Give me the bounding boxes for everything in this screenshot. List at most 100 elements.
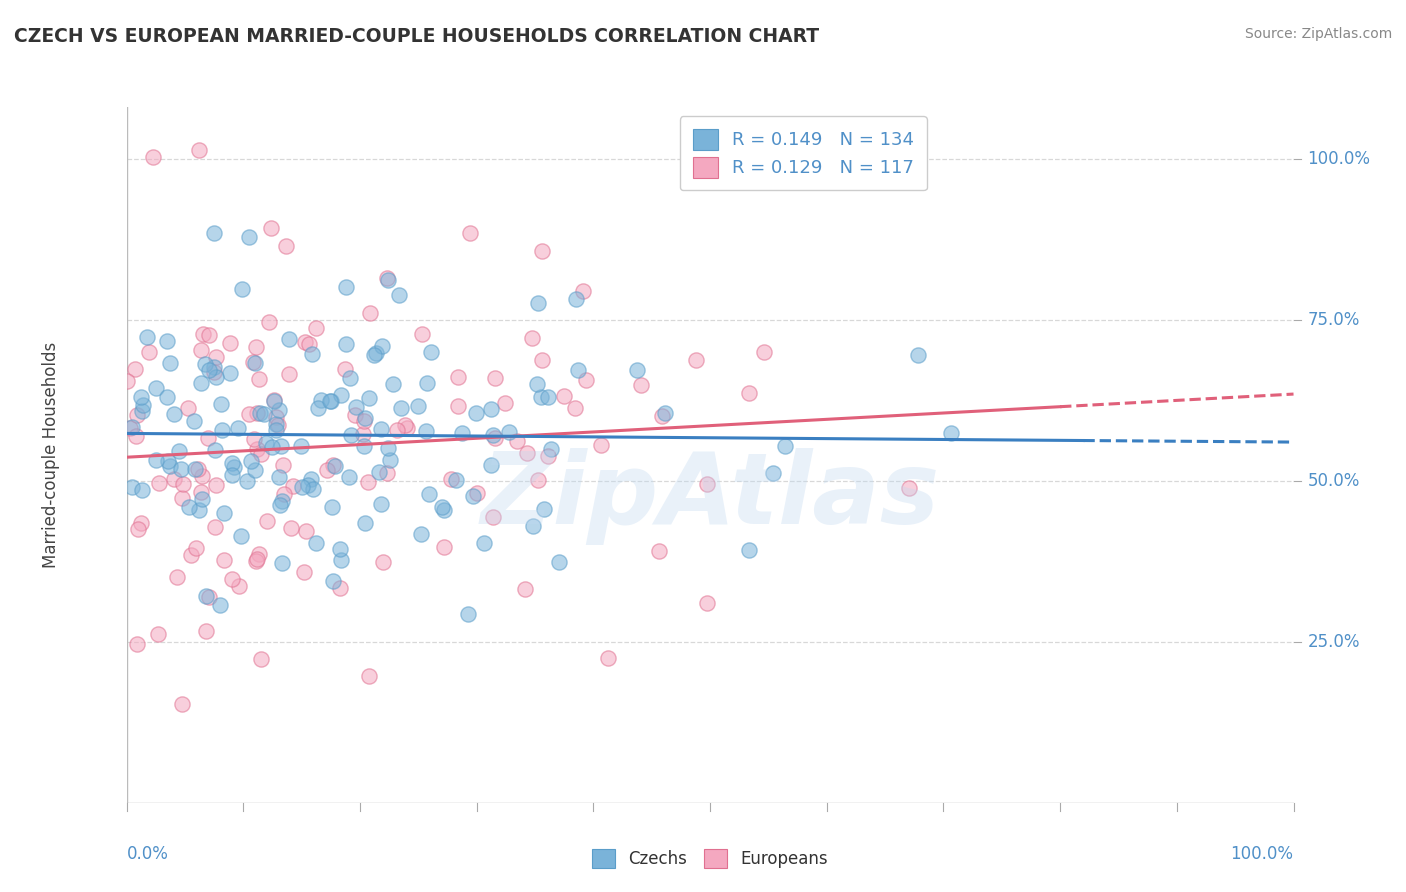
Point: [159, 458, 181, 473]
Point: [406, 399, 429, 413]
Point: [385, 423, 408, 437]
Point: [457, 607, 479, 621]
Text: ZipAtlas: ZipAtlas: [481, 448, 939, 545]
Point: [266, 418, 288, 433]
Point: [194, 589, 217, 603]
Point: [132, 398, 155, 412]
Point: [352, 427, 374, 442]
Point: [262, 441, 284, 455]
Point: [127, 522, 149, 536]
Point: [305, 320, 328, 334]
Point: [301, 347, 323, 361]
Point: [339, 371, 361, 385]
Point: [145, 453, 167, 467]
Point: [630, 378, 652, 392]
Point: [120, 421, 142, 435]
Point: [121, 420, 143, 434]
Point: [344, 401, 367, 415]
Point: [415, 376, 437, 391]
Point: [124, 362, 146, 376]
Point: [292, 566, 315, 580]
Point: [648, 544, 671, 558]
Point: [335, 280, 357, 294]
Point: [527, 473, 550, 487]
Point: [260, 221, 283, 235]
Point: [246, 406, 269, 420]
Point: [142, 150, 165, 164]
Point: [530, 353, 553, 368]
Point: [157, 454, 180, 468]
Point: [198, 363, 221, 377]
Point: [484, 432, 506, 446]
Point: [322, 574, 344, 588]
Legend: Czechs, Europeans: Czechs, Europeans: [585, 842, 835, 874]
Point: [278, 367, 301, 381]
Point: [464, 406, 486, 420]
Point: [231, 282, 253, 296]
Point: [548, 555, 571, 569]
Text: Source: ZipAtlas.com: Source: ZipAtlas.com: [1244, 27, 1392, 41]
Point: [170, 698, 193, 712]
Point: [191, 468, 214, 483]
Point: [145, 381, 167, 395]
Point: [553, 388, 575, 402]
Point: [522, 519, 544, 533]
Point: [433, 503, 456, 517]
Point: [238, 230, 260, 244]
Point: [256, 515, 278, 529]
Point: [249, 406, 271, 420]
Point: [301, 482, 323, 496]
Point: [479, 402, 502, 417]
Point: [359, 306, 381, 320]
Point: [898, 481, 921, 495]
Point: [298, 337, 321, 351]
Point: [377, 441, 399, 455]
Point: [146, 627, 169, 641]
Point: [394, 418, 416, 433]
Point: [247, 371, 270, 385]
Point: [159, 356, 181, 370]
Point: [316, 463, 339, 477]
Point: [344, 409, 367, 423]
Point: [482, 509, 505, 524]
Point: [257, 315, 280, 329]
Point: [651, 409, 673, 424]
Point: [204, 369, 226, 384]
Point: [243, 432, 266, 446]
Point: [156, 334, 179, 349]
Point: [202, 226, 225, 240]
Text: 0.0%: 0.0%: [127, 845, 169, 863]
Point: [516, 446, 538, 460]
Point: [463, 489, 485, 503]
Point: [420, 345, 443, 359]
Point: [465, 485, 488, 500]
Point: [245, 340, 267, 354]
Point: [191, 491, 214, 506]
Point: [537, 390, 560, 404]
Point: [329, 541, 352, 556]
Point: [482, 428, 505, 442]
Point: [184, 541, 207, 555]
Point: [224, 459, 246, 474]
Point: [274, 239, 297, 253]
Text: 100.0%: 100.0%: [1308, 150, 1371, 168]
Point: [246, 551, 269, 566]
Point: [395, 421, 418, 435]
Point: [190, 376, 212, 390]
Point: [571, 284, 593, 298]
Point: [190, 485, 212, 500]
Point: [370, 422, 392, 436]
Point: [388, 288, 411, 302]
Point: [245, 554, 267, 568]
Point: [263, 394, 285, 409]
Point: [368, 465, 391, 479]
Point: [221, 467, 243, 482]
Point: [242, 355, 264, 369]
Point: [565, 292, 588, 306]
Point: [163, 407, 186, 421]
Point: [264, 410, 287, 425]
Point: [166, 570, 188, 584]
Point: [340, 428, 363, 442]
Point: [243, 463, 266, 477]
Point: [323, 458, 346, 473]
